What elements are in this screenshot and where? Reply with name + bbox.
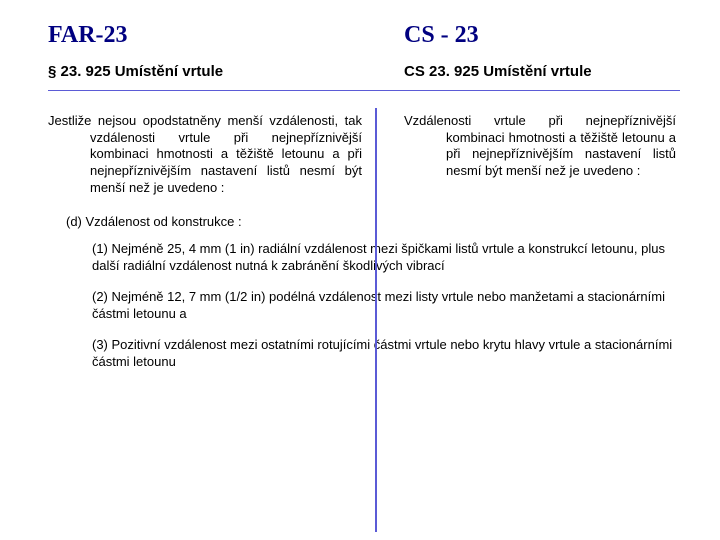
- subheader-right: CS 23. 925 Umístění vrtule: [374, 63, 682, 80]
- horizontal-divider: [48, 90, 680, 91]
- subheader-left: § 23. 925 Umístění vrtule: [48, 63, 374, 80]
- header-left-col: FAR-23: [48, 22, 374, 49]
- section-d-label: (d) Vzdálenost od konstrukce :: [66, 214, 682, 229]
- list-item: (3) Pozitivní vzdálenost mezi ostatními …: [92, 337, 674, 371]
- paragraph-left: Jestliže nejsou opodstatněny menší vzdál…: [48, 113, 374, 196]
- list-item: (2) Nejméně 12, 7 mm (1/2 in) podélná vz…: [92, 289, 674, 323]
- document-page: FAR-23 CS - 23 § 23. 925 Umístění vrtule…: [0, 0, 720, 540]
- title-right: CS - 23: [404, 22, 479, 48]
- subheader-row: § 23. 925 Umístění vrtule CS 23. 925 Umí…: [48, 63, 682, 80]
- header-row: FAR-23 CS - 23: [48, 22, 682, 49]
- vertical-divider: [375, 108, 377, 532]
- paragraph-row: Jestliže nejsou opodstatněny menší vzdál…: [48, 113, 682, 196]
- list-item: (1) Nejméně 25, 4 mm (1 in) radiální vzd…: [92, 241, 674, 275]
- paragraph-right-text: Vzdálenosti vrtule při nejnepříznivější …: [404, 113, 676, 180]
- paragraph-right: Vzdálenosti vrtule při nejnepříznivější …: [374, 113, 682, 196]
- header-right-col: CS - 23: [374, 22, 682, 49]
- paragraph-left-text: Jestliže nejsou opodstatněny menší vzdál…: [48, 113, 362, 196]
- title-left: FAR-23: [48, 22, 128, 48]
